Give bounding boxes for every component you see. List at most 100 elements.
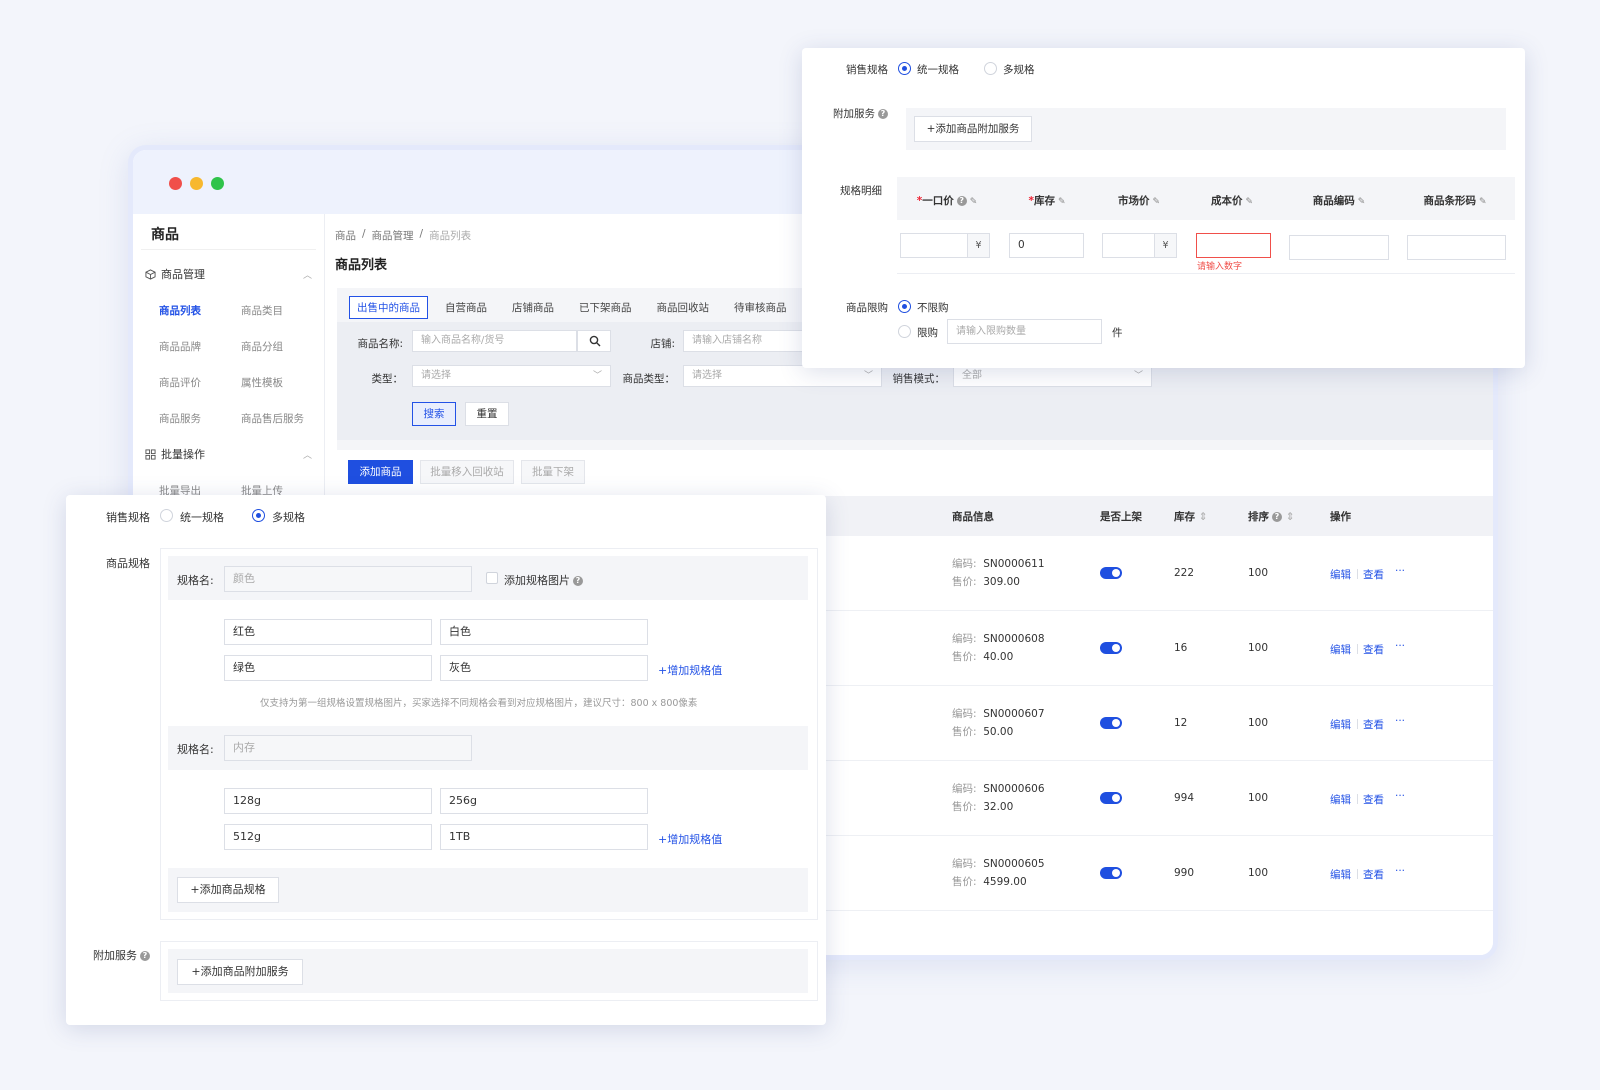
edit-pen-icon[interactable]: ✎ bbox=[1152, 197, 1161, 207]
spec-value-input[interactable]: 白色 bbox=[440, 619, 648, 645]
spec-value-input[interactable]: 512g bbox=[224, 824, 432, 850]
reset-button[interactable]: 重置 bbox=[465, 402, 509, 426]
sidebar-item-after-sale-service[interactable]: 商品售后服务 bbox=[241, 412, 304, 425]
edit-link[interactable]: 编辑 bbox=[1330, 569, 1351, 581]
price-key: 售价: bbox=[952, 801, 977, 813]
sidebar-item-product-service[interactable]: 商品服务 bbox=[159, 412, 201, 425]
edit-link[interactable]: 编辑 bbox=[1330, 794, 1351, 806]
fixed-price-input[interactable]: ¥ bbox=[900, 233, 990, 258]
tab-on-sale[interactable]: 出售中的商品 bbox=[349, 296, 428, 319]
spec-value-input[interactable]: 红色 bbox=[224, 619, 432, 645]
edit-pen-icon[interactable]: ✎ bbox=[1478, 197, 1487, 207]
more-icon[interactable]: ··· bbox=[1395, 640, 1406, 652]
breadcrumb-item[interactable]: 商品 bbox=[335, 230, 356, 242]
limit-quantity-input[interactable]: 请输入限购数量 bbox=[947, 319, 1102, 344]
sidebar-group-batch[interactable]: 批量操作 ︿ bbox=[133, 436, 324, 472]
batch-off-shelf-button[interactable]: 批量下架 bbox=[521, 460, 585, 484]
sidebar-item-attribute-template[interactable]: 属性模板 bbox=[241, 376, 283, 389]
spec-value-input[interactable]: 灰色 bbox=[440, 655, 648, 681]
add-spec-value-link[interactable]: +增加规格值 bbox=[658, 833, 723, 846]
minimize-window-button[interactable] bbox=[190, 177, 203, 190]
radio-uniform-spec[interactable] bbox=[160, 509, 173, 522]
cost-price-input[interactable] bbox=[1196, 233, 1271, 258]
sidebar-item-product-group[interactable]: 商品分组 bbox=[241, 340, 283, 353]
chevron-up-icon[interactable]: ︿ bbox=[302, 450, 312, 461]
spec-value-input[interactable]: 1TB bbox=[440, 824, 648, 850]
add-spec-value-link[interactable]: +增加规格值 bbox=[658, 664, 723, 677]
spec-name-input-2[interactable]: 内存 bbox=[224, 735, 472, 761]
radio-multi-spec[interactable] bbox=[984, 62, 997, 75]
spec-name-input-1[interactable]: 颜色 bbox=[224, 566, 472, 592]
edit-link[interactable]: 编辑 bbox=[1330, 869, 1351, 881]
barcode-input[interactable] bbox=[1407, 235, 1506, 260]
edit-pen-icon[interactable]: ✎ bbox=[1357, 197, 1366, 207]
type-select[interactable]: 请选择 ﹀ bbox=[412, 365, 611, 387]
price-key: 售价: bbox=[952, 576, 977, 588]
maximize-window-button[interactable] bbox=[211, 177, 224, 190]
edit-pen-icon[interactable]: ✎ bbox=[969, 197, 978, 207]
tab-self-operated[interactable]: 自营商品 bbox=[445, 302, 487, 314]
add-product-button[interactable]: 添加商品 bbox=[348, 460, 413, 484]
sidebar-item-product-brand[interactable]: 商品品牌 bbox=[159, 340, 201, 353]
spec-value-input[interactable]: 128g bbox=[224, 788, 432, 814]
on-sale-toggle[interactable] bbox=[1100, 792, 1122, 804]
more-icon[interactable]: ··· bbox=[1395, 790, 1406, 802]
view-link[interactable]: 查看 bbox=[1363, 569, 1384, 581]
add-extra-service-button[interactable]: +添加商品附加服务 bbox=[177, 959, 303, 985]
edit-pen-icon[interactable]: ✎ bbox=[1245, 197, 1254, 207]
tab-off-shelf[interactable]: 已下架商品 bbox=[579, 302, 632, 314]
spec-value-input[interactable]: 256g bbox=[440, 788, 648, 814]
sidebar-item-batch-export[interactable]: 批量导出 bbox=[159, 484, 201, 497]
sidebar-item-product-category[interactable]: 商品类目 bbox=[241, 304, 283, 317]
edit-pen-icon[interactable]: ✎ bbox=[1057, 197, 1066, 207]
sort-icon[interactable]: ⇕ bbox=[1198, 511, 1208, 523]
col-sort[interactable]: 排序? ⇕ bbox=[1248, 509, 1294, 524]
add-spec-image-checkbox[interactable] bbox=[486, 572, 498, 584]
col-market-price: 市场价 ✎ bbox=[1104, 193, 1174, 208]
edit-link[interactable]: 编辑 bbox=[1330, 644, 1351, 656]
sidebar-item-product-list[interactable]: 商品列表 bbox=[159, 304, 201, 317]
product-type-filter-label: 商品类型： bbox=[622, 373, 676, 385]
product-name-input[interactable]: 输入商品名称/货号 bbox=[412, 330, 577, 352]
add-product-spec-button[interactable]: +添加商品规格 bbox=[177, 877, 279, 903]
radio-uniform-spec[interactable] bbox=[898, 62, 911, 75]
more-icon[interactable]: ··· bbox=[1395, 865, 1406, 877]
sale-mode-select[interactable]: 全部 ﹀ bbox=[953, 365, 1152, 387]
shop-input[interactable]: 请输入店铺名称 bbox=[683, 330, 823, 352]
stock-input[interactable]: 0 bbox=[1009, 233, 1084, 258]
search-icon-button[interactable] bbox=[577, 330, 611, 352]
view-link[interactable]: 查看 bbox=[1363, 719, 1384, 731]
market-price-input[interactable]: ¥ bbox=[1102, 233, 1177, 258]
on-sale-toggle[interactable] bbox=[1100, 717, 1122, 729]
sort-icon[interactable]: ⇕ bbox=[1285, 511, 1295, 523]
edit-link[interactable]: 编辑 bbox=[1330, 719, 1351, 731]
spec-value-input[interactable]: 绿色 bbox=[224, 655, 432, 681]
radio-limit[interactable] bbox=[898, 325, 911, 338]
view-link[interactable]: 查看 bbox=[1363, 869, 1384, 881]
breadcrumb-item[interactable]: 商品管理 bbox=[371, 230, 414, 242]
sidebar-item-product-review[interactable]: 商品评价 bbox=[159, 376, 201, 389]
stock-value: 16 bbox=[1174, 642, 1188, 654]
product-code-input[interactable] bbox=[1289, 235, 1389, 260]
add-extra-service-button[interactable]: +添加商品附加服务 bbox=[914, 116, 1032, 142]
product-type-select[interactable]: 请选择 ﹀ bbox=[683, 365, 882, 387]
sidebar-item-batch-upload[interactable]: 批量上传 bbox=[241, 484, 283, 497]
sidebar-group-product-management[interactable]: 商品管理 ︿ bbox=[133, 256, 324, 292]
tab-shop-products[interactable]: 店铺商品 bbox=[512, 302, 554, 314]
chevron-up-icon[interactable]: ︿ bbox=[302, 270, 312, 281]
view-link[interactable]: 查看 bbox=[1363, 794, 1384, 806]
view-link[interactable]: 查看 bbox=[1363, 644, 1384, 656]
on-sale-toggle[interactable] bbox=[1100, 642, 1122, 654]
batch-move-recycle-button[interactable]: 批量移入回收站 bbox=[420, 460, 514, 484]
radio-multi-spec[interactable] bbox=[252, 509, 265, 522]
on-sale-toggle[interactable] bbox=[1100, 867, 1122, 879]
more-icon[interactable]: ··· bbox=[1395, 715, 1406, 727]
radio-no-limit[interactable] bbox=[898, 300, 911, 313]
tab-recycle-bin[interactable]: 商品回收站 bbox=[656, 302, 710, 314]
col-stock[interactable]: 库存 ⇕ bbox=[1174, 509, 1207, 524]
search-button[interactable]: 搜索 bbox=[412, 402, 456, 426]
more-icon[interactable]: ··· bbox=[1395, 565, 1406, 577]
on-sale-toggle[interactable] bbox=[1100, 567, 1122, 579]
close-window-button[interactable] bbox=[169, 177, 182, 190]
tab-pending-review[interactable]: 待审核商品 bbox=[734, 302, 787, 314]
